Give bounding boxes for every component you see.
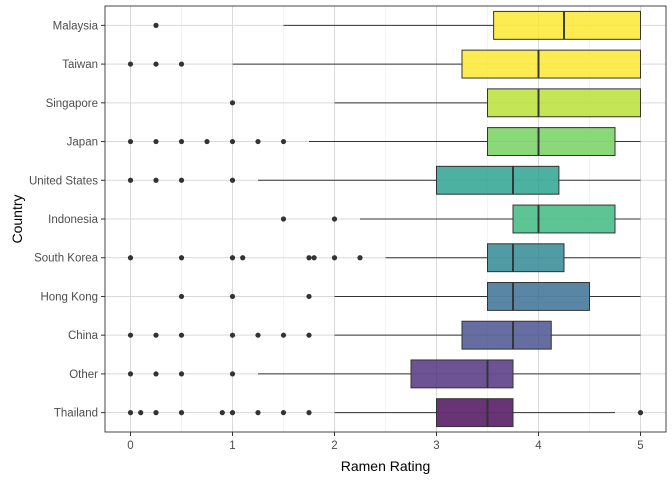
outlier-point-south-korea xyxy=(331,255,338,261)
outlier-point-japan xyxy=(280,138,287,145)
outlier-point-china xyxy=(127,332,134,338)
x-axis-title: Ramen Rating xyxy=(341,458,431,474)
outlier-point-hong-kong xyxy=(306,293,312,300)
y-tick-label: Malaysia xyxy=(53,20,99,32)
outlier-point-south-korea xyxy=(311,255,317,261)
outlier-point-japan xyxy=(229,138,236,145)
outlier-point-hong-kong xyxy=(178,293,185,300)
x-tick-label: 3 xyxy=(433,440,439,452)
outlier-point-china xyxy=(178,332,185,338)
y-tick-label: Indonesia xyxy=(48,214,98,226)
y-axis-title: Country xyxy=(9,194,25,243)
outlier-point-south-korea xyxy=(357,255,363,261)
outlier-point-china xyxy=(306,332,312,338)
box-thailand xyxy=(436,398,514,428)
box-united-states xyxy=(436,165,560,195)
outlier-point-united-states xyxy=(153,177,159,183)
outlier-point-taiwan xyxy=(153,61,159,67)
outlier-point-thailand xyxy=(178,410,185,416)
y-tick-label: Singapore xyxy=(46,98,98,110)
y-tick-label: Other xyxy=(69,369,98,381)
outlier-point-japan xyxy=(255,138,261,145)
outlier-point-japan xyxy=(127,138,134,145)
outlier-point-united-states xyxy=(229,177,236,183)
y-tick-label: Thailand xyxy=(54,408,98,420)
x-tick-label: 1 xyxy=(229,440,235,452)
outlier-point-indonesia xyxy=(331,216,338,222)
outlier-point-thailand xyxy=(255,410,261,416)
outlier-point-united-states xyxy=(127,177,134,183)
outlier-point-thailand xyxy=(219,410,225,416)
outlier-point-hong-kong xyxy=(229,293,236,300)
outlier-point-china xyxy=(280,332,287,338)
outlier-point-thailand xyxy=(637,410,644,416)
outlier-point-japan xyxy=(178,138,185,145)
y-tick-label: China xyxy=(68,330,99,342)
outlier-point-other xyxy=(178,371,185,377)
outlier-point-japan xyxy=(153,138,159,145)
x-tick-label: 2 xyxy=(331,440,337,452)
outlier-point-malaysia xyxy=(153,22,159,28)
box-japan xyxy=(487,127,616,156)
outlier-point-south-korea xyxy=(306,255,312,261)
box-south-korea xyxy=(487,243,565,273)
outlier-point-taiwan xyxy=(178,61,185,67)
y-tick-label: Taiwan xyxy=(62,59,98,71)
y-tick-label: Japan xyxy=(67,137,98,149)
outlier-point-taiwan xyxy=(127,61,134,67)
outlier-point-thailand xyxy=(127,410,134,416)
outlier-point-china xyxy=(229,332,236,338)
outlier-point-united-states xyxy=(178,177,185,183)
outlier-point-thailand xyxy=(138,410,144,416)
outlier-point-thailand xyxy=(229,410,236,416)
x-tick-label: 4 xyxy=(535,440,542,452)
outlier-point-south-korea xyxy=(240,255,246,261)
y-tick-label: South Korea xyxy=(34,253,99,265)
outlier-point-other xyxy=(153,371,159,377)
box-singapore xyxy=(487,88,641,118)
outlier-point-indonesia xyxy=(280,216,287,222)
box-layer xyxy=(410,10,641,428)
outlier-point-china xyxy=(153,332,159,338)
box-other xyxy=(410,359,514,389)
box-malaysia xyxy=(493,10,641,40)
whisker-layer xyxy=(232,24,641,414)
y-tick-label: Hong Kong xyxy=(40,291,98,303)
outlier-point-south-korea xyxy=(127,255,134,261)
outlier-point-singapore xyxy=(229,100,236,106)
outlier-point-thailand xyxy=(280,410,287,416)
x-tick-label: 0 xyxy=(127,440,133,452)
box-indonesia xyxy=(512,204,616,234)
axis-layer: 0 1 2 3 4 5 Thailand Other China Hong Kong South K… xyxy=(29,20,644,452)
outlier-point-other xyxy=(229,371,236,377)
outlier-point-south-korea xyxy=(229,255,236,261)
outlier-point-other xyxy=(127,371,134,377)
box-china xyxy=(461,320,552,350)
outlier-point-south-korea xyxy=(178,255,185,261)
outlier-layer xyxy=(127,22,644,416)
box-hong-kong xyxy=(487,282,590,311)
y-tick-label: United States xyxy=(29,175,98,187)
box-taiwan xyxy=(461,49,641,79)
outlier-point-thailand xyxy=(153,410,159,416)
outlier-point-china xyxy=(255,332,261,338)
outlier-point-thailand xyxy=(306,410,312,416)
outlier-point-japan xyxy=(204,138,210,145)
x-tick-label: 5 xyxy=(637,440,643,452)
